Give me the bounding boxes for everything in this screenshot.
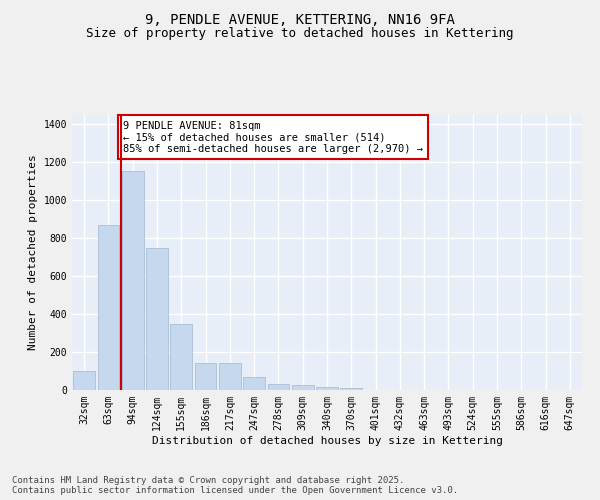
Bar <box>73 371 95 390</box>
Bar <box>243 376 265 390</box>
Bar <box>122 171 143 390</box>
Bar <box>219 364 241 390</box>
Bar <box>146 248 168 390</box>
Bar <box>97 225 119 390</box>
Bar <box>316 386 338 390</box>
X-axis label: Distribution of detached houses by size in Kettering: Distribution of detached houses by size … <box>151 436 503 446</box>
Bar <box>268 384 289 390</box>
Text: 9, PENDLE AVENUE, KETTERING, NN16 9FA: 9, PENDLE AVENUE, KETTERING, NN16 9FA <box>145 12 455 26</box>
Text: 9 PENDLE AVENUE: 81sqm
← 15% of detached houses are smaller (514)
85% of semi-de: 9 PENDLE AVENUE: 81sqm ← 15% of detached… <box>123 120 423 154</box>
Bar <box>292 386 314 390</box>
Bar <box>340 388 362 390</box>
Text: Contains HM Land Registry data © Crown copyright and database right 2025.
Contai: Contains HM Land Registry data © Crown c… <box>12 476 458 495</box>
Bar <box>170 324 192 390</box>
Y-axis label: Number of detached properties: Number of detached properties <box>28 154 38 350</box>
Text: Size of property relative to detached houses in Kettering: Size of property relative to detached ho… <box>86 28 514 40</box>
Bar <box>194 364 217 390</box>
